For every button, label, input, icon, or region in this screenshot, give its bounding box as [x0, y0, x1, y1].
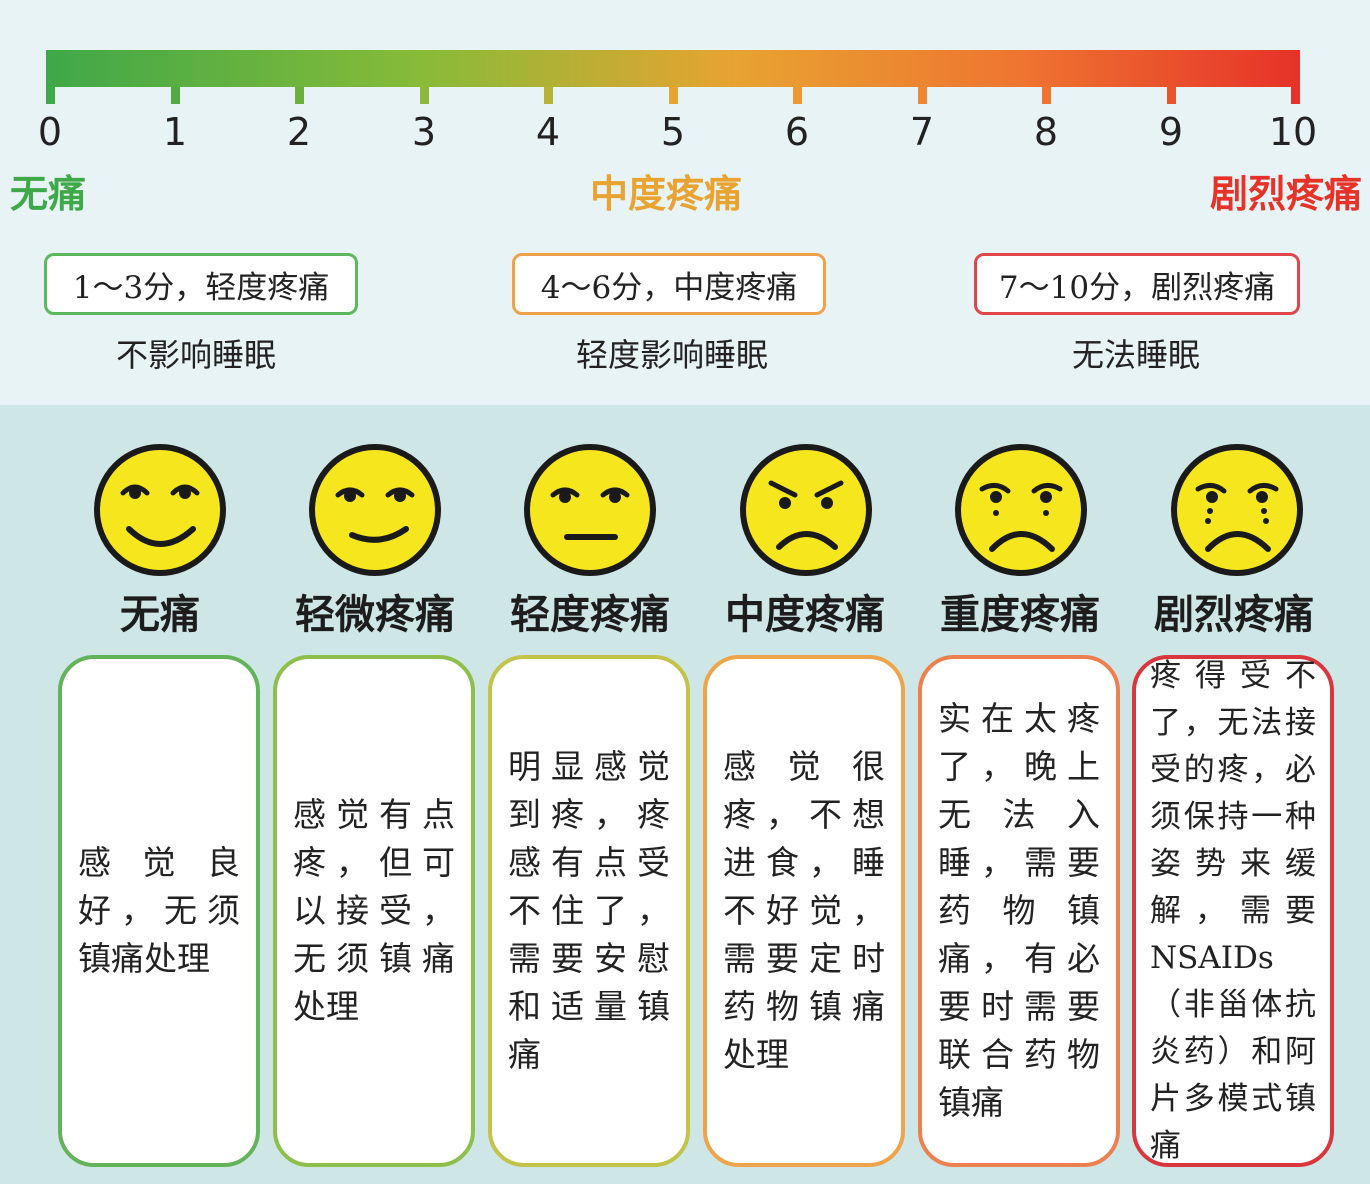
- range-effect-moderate: 轻度影响睡眠: [575, 336, 768, 374]
- card-severe-pain: 实在太疼了，晚上无法入睡，需要药物镇痛，有必要时需要联合药物镇痛: [918, 655, 1120, 1167]
- tick-label: 0: [37, 110, 63, 154]
- face-severe-pain-icon: [955, 444, 1087, 576]
- face-mild-pain-icon: [524, 444, 656, 576]
- card-moderate-pain: 感觉很疼，不想进食，睡不好觉，需要定时药物镇痛处理: [703, 655, 905, 1167]
- level-label-slight-pain: 轻微疼痛: [295, 592, 455, 638]
- scale-label-none: 无痛: [10, 172, 87, 216]
- range-box-moderate: 4～6分，中度疼痛: [512, 253, 826, 315]
- pain-gradient-bar: [46, 50, 1300, 87]
- card-mild-pain: 明显感觉到疼，疼感有点受不住了，需要安慰和适量镇痛: [488, 655, 690, 1167]
- card-text: 感觉良好，无须镇痛处理: [78, 843, 240, 978]
- scale-tick: [1291, 87, 1300, 104]
- scale-label-moderate: 中度疼痛: [590, 172, 743, 216]
- scale-tick: [171, 87, 180, 104]
- face-moderate-pain-icon: [740, 444, 872, 576]
- card-text: 实在太疼了，晚上无法入睡，需要药物镇痛，有必要时需要联合药物镇痛: [938, 699, 1100, 1122]
- scale-tick: [1042, 87, 1051, 104]
- range-effect-mild: 不影响睡眠: [115, 336, 276, 374]
- tick-label: 3: [411, 110, 437, 154]
- level-label-mild-pain: 轻度疼痛: [510, 592, 670, 638]
- range-effect-severe: 无法睡眠: [1071, 336, 1200, 374]
- card-extreme-pain: 疼得受不了，无法接受的疼，必须保持一种姿势来缓解，需要NSAIDs（非甾体抗炎药…: [1132, 655, 1334, 1167]
- card-text: 明显感觉到疼，疼感有点受不住了，需要安慰和适量镇痛: [508, 747, 670, 1074]
- tick-label: 2: [286, 110, 312, 154]
- scale-label-severe: 剧烈疼痛: [1210, 172, 1363, 216]
- face-slight-pain-icon: [309, 444, 441, 576]
- tick-label: 7: [909, 110, 935, 154]
- scale-tick: [46, 87, 55, 104]
- range-box-severe: 7～10分，剧烈疼痛: [974, 253, 1300, 315]
- scale-tick: [918, 87, 927, 104]
- card-text: 疼得受不了，无法接受的疼，必须保持一种姿势来缓解，需要NSAIDs（非甾体抗炎药…: [1150, 657, 1316, 1164]
- tick-label: 9: [1158, 110, 1184, 154]
- range-box-mild: 1～3分，轻度疼痛: [44, 253, 358, 315]
- level-label-severe-pain: 重度疼痛: [940, 592, 1100, 638]
- card-slight-pain: 感觉有点疼，但可以接受，无须镇痛处理: [273, 655, 475, 1167]
- tick-label: 10: [1268, 110, 1318, 154]
- card-text: 感觉很疼，不想进食，睡不好觉，需要定时药物镇痛处理: [723, 747, 885, 1074]
- level-label-no-pain: 无痛: [120, 592, 200, 638]
- scale-tick: [295, 87, 304, 104]
- scale-tick: [420, 87, 429, 104]
- level-label-moderate-pain: 中度疼痛: [725, 592, 885, 638]
- scale-tick: [544, 87, 553, 104]
- card-no-pain: 感觉良好，无须镇痛处理: [58, 655, 260, 1167]
- scale-tick: [793, 87, 802, 104]
- tick-label: 6: [784, 110, 810, 154]
- scale-tick: [1167, 87, 1176, 104]
- face-extreme-pain-icon: [1171, 444, 1303, 576]
- card-text: 感觉有点疼，但可以接受，无须镇痛处理: [293, 795, 455, 1026]
- tick-label: 8: [1033, 110, 1059, 154]
- level-label-extreme-pain: 剧烈疼痛: [1154, 592, 1314, 638]
- tick-label: 1: [162, 110, 188, 154]
- face-no-pain-icon: [94, 444, 226, 576]
- tick-label: 4: [535, 110, 561, 154]
- tick-label: 5: [660, 110, 686, 154]
- scale-tick: [669, 87, 678, 104]
